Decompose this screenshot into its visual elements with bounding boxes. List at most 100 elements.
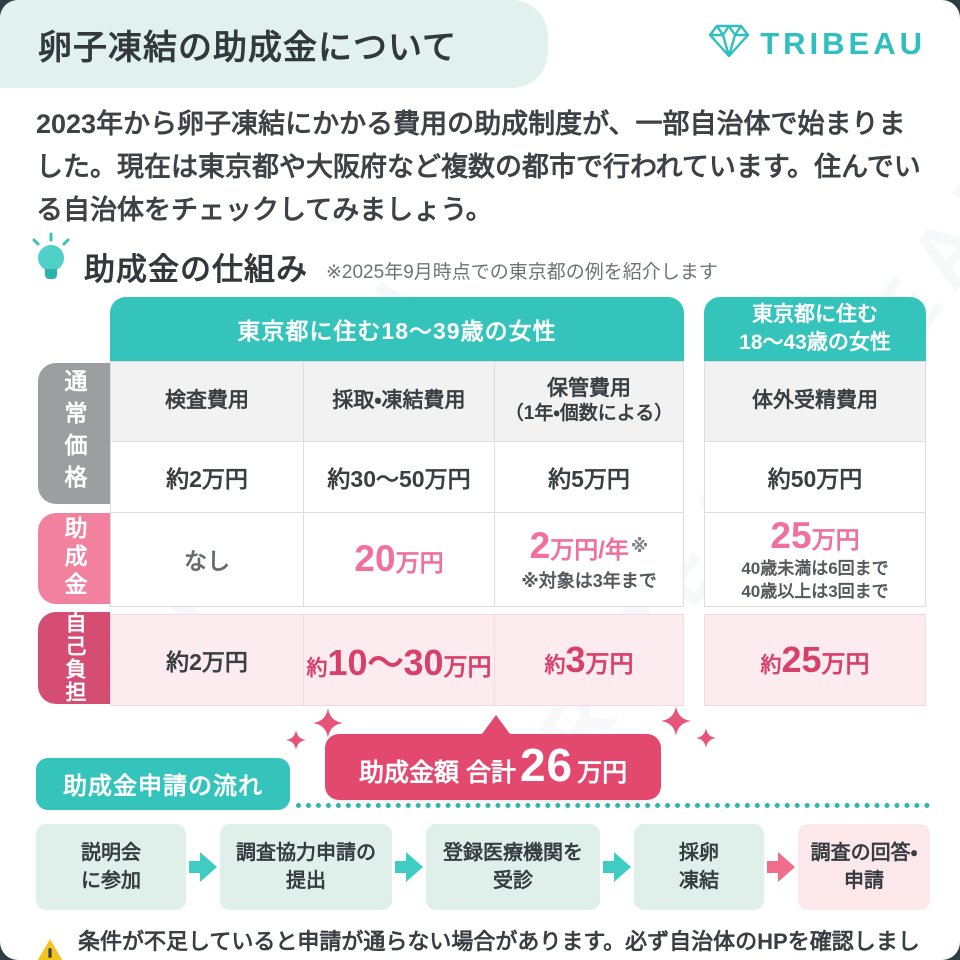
- flow-step-line: 調査協力申請の: [236, 841, 376, 864]
- badge-pointer: [479, 714, 513, 738]
- total-zone: 助成金額 合計 26 万円 助成金申請の流れ: [36, 705, 930, 810]
- self-pay-retrieval-number: 10〜30: [327, 641, 444, 683]
- page-title: 卵子凍結の助成金について: [38, 28, 457, 67]
- flow-step-line: に参加: [81, 869, 141, 892]
- flow-step-egg-freezing: 採卵 凍結: [634, 823, 764, 910]
- flow-step-line: 提出: [286, 869, 326, 892]
- self-pay-ivf-number: 25: [781, 638, 822, 680]
- subsidy-ivf-note2: 40歳以上は3回まで: [741, 582, 889, 602]
- subsidy-storage-unit: 万円/年: [550, 536, 629, 564]
- lightbulb-icon: [28, 232, 74, 289]
- subsidy-retrieval-unit: 万円: [395, 550, 444, 578]
- dotted-divider: [296, 802, 930, 808]
- flow-step-line: 調査の回答・: [810, 841, 918, 864]
- subsidy-ivf: 25万円 40歳未満は6回まで 40歳以上は3回まで: [705, 512, 925, 606]
- col-header-retrieval: 採取・凍結費用: [304, 361, 494, 441]
- subsidy-none-value: なし: [184, 548, 230, 575]
- row-label-normal-price: 通常価格: [38, 362, 110, 504]
- diamond-icon: [708, 22, 750, 65]
- subsidy-retrieval: 20万円: [304, 512, 494, 606]
- flow-section-heading: 助成金申請の流れ: [36, 757, 290, 810]
- flow-step-survey-application: 調査協力申請の 提出: [220, 823, 392, 910]
- main-table-cells: 検査費用 採取・凍結費用 保管費用 （1年・個数による） 約2万円 約30〜50…: [110, 360, 684, 607]
- price-storage: 約5万円: [495, 441, 683, 512]
- flow-step-briefing: 説明会 に参加: [36, 823, 186, 910]
- brand-logo: TRIBEAU: [708, 22, 926, 65]
- scheme-heading-row: 助成金の仕組み ※2025年9月時点での東京都の例を紹介します: [28, 232, 924, 289]
- sparkle-icon: [654, 705, 720, 765]
- subsidy-ivf-value: 25万円: [770, 515, 859, 557]
- self-pay-retrieval: 約10〜30万円: [304, 614, 494, 705]
- subsidy-ivf-number: 25: [770, 514, 812, 556]
- arrow-right-pink-icon: [764, 851, 798, 882]
- total-number: 26: [519, 738, 574, 791]
- flow-step-line: 登録医療機関を: [443, 841, 583, 864]
- header: 卵子凍結の助成金について TRIBEAU: [0, 0, 960, 88]
- flow-step-line: 受診: [493, 869, 533, 892]
- main-group-banner: 東京都に住む18〜39歳の女性: [110, 296, 684, 361]
- subsidy-ivf-unit: 万円: [811, 526, 860, 554]
- reference-mark: ※: [630, 535, 649, 556]
- col-header-storage: 保管費用 （1年・個数による）: [495, 361, 683, 441]
- ivf-self-pay-row: 約25万円: [704, 613, 926, 706]
- price-inspection: 約2万円: [111, 441, 303, 512]
- price-ivf: 約50万円: [705, 441, 925, 512]
- col-header-ivf: 体外受精費用: [705, 361, 925, 441]
- col-header-storage-line2: （1年・個数による）: [504, 403, 674, 425]
- warning-icon: [34, 938, 66, 960]
- ivf-banner-line1: 東京都に住む: [752, 303, 878, 327]
- main-table-group: 東京都に住む18〜39歳の女性 検査費用 採取・凍結費用 保管費用 （1年・個数…: [110, 296, 684, 706]
- self-pay-ivf-value: 約25万円: [760, 639, 869, 681]
- price-retrieval: 約30〜50万円: [304, 441, 494, 512]
- approx-prefix: 約: [760, 653, 782, 677]
- subsidy-storage: 2万円/年 ※ ※対象は3年まで: [495, 512, 683, 606]
- self-pay-ivf-unit: 万円: [821, 650, 870, 678]
- flow-step-clinic-visit: 登録医療機関を 受診: [426, 823, 600, 910]
- scheme-note: ※2025年9月時点での東京都の例を紹介します: [326, 261, 718, 283]
- subsidy-inspection: なし: [111, 512, 303, 606]
- flow-step-line: 申請: [844, 869, 884, 892]
- arrow-right-icon: [392, 851, 426, 882]
- ivf-group-banner: 東京都に住む 18〜43歳の女性: [704, 296, 926, 361]
- flow-step-line: 凍結: [679, 869, 719, 892]
- subsidy-retrieval-number: 20: [354, 538, 396, 580]
- approx-prefix: 約: [544, 653, 566, 677]
- flow-step-line: 説明会: [81, 841, 141, 864]
- self-pay-ivf: 約25万円: [705, 614, 925, 705]
- arrow-right-icon: [600, 851, 634, 882]
- intro-text: 2023年から卵子凍結にかかる費用の助成制度が、一部自治体で始まりました。現在は…: [36, 109, 921, 226]
- self-pay-retrieval-value: 約10〜30万円: [306, 634, 491, 686]
- subsidy-table: 通常価格 助成金 自己負担 東京都に住む18〜39歳の女性 検査費用 採取・凍結…: [38, 296, 960, 706]
- warning-text: 条件が不足していると申請が通らない場合があります。必ず自治体のHPを確認しましょ…: [78, 928, 920, 954]
- row-label-column: 通常価格 助成金 自己負担: [38, 362, 110, 706]
- self-pay-row: 約2万円 約10〜30万円 約3万円: [110, 613, 684, 706]
- self-pay-storage-value: 約3万円: [544, 639, 633, 681]
- col-header-inspection: 検査費用: [111, 361, 303, 441]
- self-pay-inspection: 約2万円: [111, 614, 303, 705]
- approx-prefix: 約: [306, 656, 328, 680]
- title-box: 卵子凍結の助成金について: [0, 0, 548, 88]
- application-flow: 説明会 に参加 調査協力申請の 提出 登録医療機関を 受診 採卵 凍結 調査の回…: [36, 823, 930, 910]
- self-pay-storage-number: 3: [565, 638, 586, 680]
- ivf-table-cells: 体外受精費用 約50万円 25万円 40歳未満は6回まで 40歳以上は3回まで: [704, 360, 926, 607]
- arrow-right-icon: [186, 851, 220, 882]
- self-pay-retrieval-unit: 万円: [443, 653, 492, 681]
- col-header-storage-line1: 保管費用: [547, 377, 631, 401]
- subsidy-ivf-note1: 40歳未満は6回まで: [741, 558, 889, 578]
- self-pay-storage: 約3万円: [495, 614, 683, 705]
- flow-step-line: 採卵: [679, 841, 719, 864]
- total-unit: 万円: [577, 758, 628, 787]
- flow-step-survey-response: 調査の回答・ 申請: [798, 823, 930, 910]
- subsidy-storage-number: 2: [529, 524, 551, 566]
- subsidy-storage-note: ※対象は3年まで: [521, 570, 657, 591]
- self-pay-inspection-value: 約2万円: [166, 648, 248, 675]
- scheme-heading: 助成金の仕組み: [84, 251, 308, 287]
- warning-row: 条件が不足していると申請が通らない場合があります。必ず自治体のHPを確認しましょ…: [34, 924, 930, 960]
- total-label: 助成金額 合計: [359, 758, 516, 787]
- self-pay-storage-unit: 万円: [585, 650, 634, 678]
- total-subsidy-badge: 助成金額 合計 26 万円: [325, 733, 662, 800]
- ivf-banner-line2: 18〜43歳の女性: [739, 330, 891, 354]
- brand-name: TRIBEAU: [760, 25, 926, 61]
- row-label-self-pay: 自己負担: [38, 611, 110, 704]
